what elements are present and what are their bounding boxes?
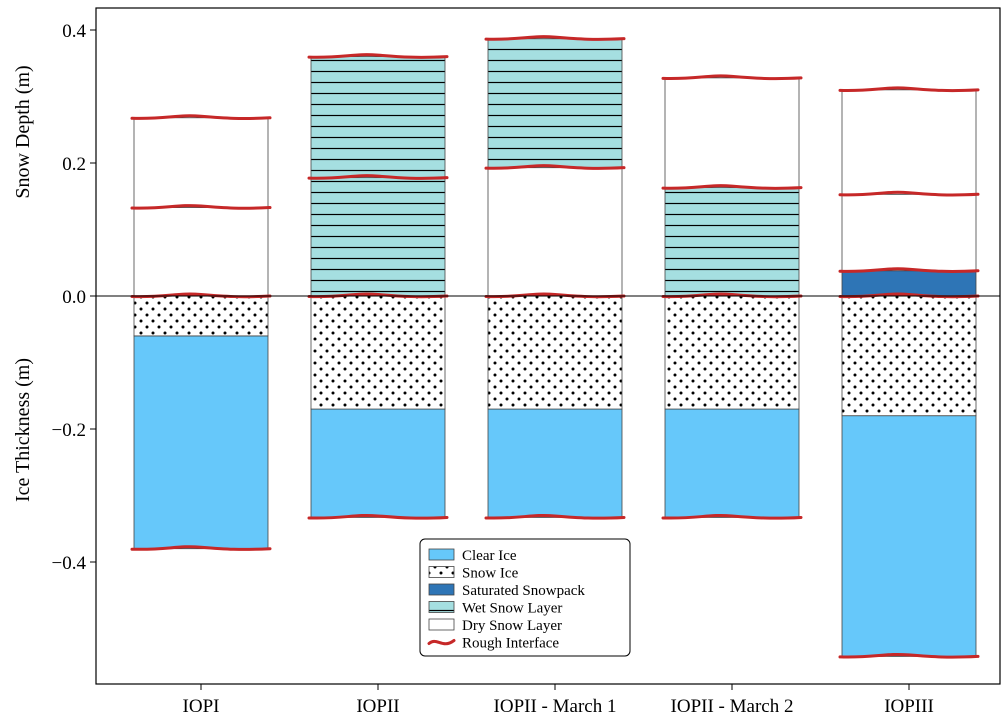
rough-interface-iopii-3 (307, 53, 449, 59)
axes: −0.4 −0.2 0.0 0.2 0.4 IOPI IOPII IOPII - March … (52, 7, 1001, 717)
bar-iopii-march-1-clear-ice-0 (487, 408, 623, 518)
y-axis-label-snow-depth: Snow Depth (m) (12, 65, 34, 198)
bar-iopii-snow-ice-1 (310, 295, 446, 410)
y-tick-label-0: −0.4 (52, 553, 87, 574)
bar-iopii-march-1-wet-snow-3 (487, 38, 623, 169)
x-tick-label-iopii-march-1: IOPII - March 1 (494, 696, 617, 717)
legend-label-clear-ice: Clear Ice (462, 548, 517, 564)
x-tick-label-iopiii: IOPIII (884, 696, 934, 717)
y-tick-label-2: 0.0 (62, 287, 86, 308)
rough-interface-iopi-3 (130, 114, 272, 121)
legend-swatch-clear-ice (428, 548, 455, 561)
legend-swatch-saturated-snowpack (428, 583, 455, 596)
bar-iopi-dry-snow-2 (133, 207, 269, 297)
bar-iopi-snow-ice-1 (133, 295, 269, 337)
bars (130, 35, 980, 659)
rough-interface-iopiii-2 (838, 267, 980, 273)
bar-iopiii-dry-snow-4 (841, 89, 977, 195)
rough-interface-iopi-0 (130, 545, 272, 551)
bar-iopii-clear-ice-0 (310, 408, 446, 518)
legend-label-dry-snow-layer: Dry Snow Layer (462, 618, 562, 634)
bar-iopiii-clear-ice-0 (841, 415, 977, 657)
plot-frame (95, 7, 1001, 685)
legend-swatch-wet-snow-layer (428, 601, 455, 613)
legend-label-saturated-snowpack: Saturated Snowpack (462, 583, 585, 599)
rough-interface-iopiii-3 (838, 190, 980, 197)
bar-iopii-march-2-snow-ice-1 (664, 295, 800, 410)
legend-swatch-rough-interface (427, 639, 456, 646)
x-tick-label-iopi: IOPI (183, 696, 220, 717)
x-tick-label-iopii-march-2: IOPII - March 2 (671, 696, 794, 717)
bar-iopii-march-1-dry-snow-2 (487, 167, 623, 297)
legend-swatch-snow-ice (428, 566, 455, 578)
rough-interface-iopii-march-1-2 (484, 164, 626, 170)
bar-iopii-march-2-dry-snow-3 (664, 77, 800, 189)
bar-iopii-wet-snow-3 (310, 56, 446, 179)
y-tick-label-3: 0.2 (62, 154, 86, 175)
rough-interface-iopiii-4 (838, 86, 980, 93)
y-tick-label-1: −0.2 (52, 420, 86, 441)
rough-interface-iopi-2 (130, 204, 272, 210)
bar-iopiii-dry-snow-3 (841, 193, 977, 272)
rough-interface-iopii-march-2-0 (661, 514, 803, 520)
y-axis-label-ice-thickness: Ice Thickness (m) (12, 358, 34, 502)
bar-iopiii-saturated-2 (841, 270, 977, 297)
y-tick-label-4: 0.4 (62, 21, 86, 42)
bar-iopi-dry-snow-3 (133, 117, 269, 208)
rough-interface-iopii-march-1-0 (484, 514, 626, 520)
bar-iopii-march-2-clear-ice-0 (664, 408, 800, 518)
rough-interface-iopii-2 (307, 174, 449, 180)
rough-interface-iopii-0 (307, 514, 449, 520)
x-tick-label-iopii: IOPII (356, 696, 399, 717)
bar-iopii-march-1-snow-ice-1 (487, 295, 623, 410)
bar-iopiii-snow-ice-1 (841, 295, 977, 417)
rough-interface-iopii-march-2-2 (661, 184, 803, 190)
rough-interface-iopii-march-2-3 (661, 74, 803, 81)
legend-box (419, 538, 631, 657)
bar-iopii-wet-snow-2 (310, 177, 446, 297)
legend-label-snow-ice: Snow Ice (462, 566, 519, 582)
legend-swatch-dry-snow-layer (428, 618, 455, 631)
legend-label-wet-snow-layer: Wet Snow Layer (462, 601, 562, 617)
bar-iopii-march-2-wet-snow-2 (664, 187, 800, 297)
legend-label-rough-interface: Rough Interface (462, 636, 559, 652)
rough-interface-iopiii-0 (838, 652, 980, 659)
rough-interface-iopii-march-1-3 (484, 35, 626, 41)
bar-iopi-clear-ice-0 (133, 335, 269, 550)
